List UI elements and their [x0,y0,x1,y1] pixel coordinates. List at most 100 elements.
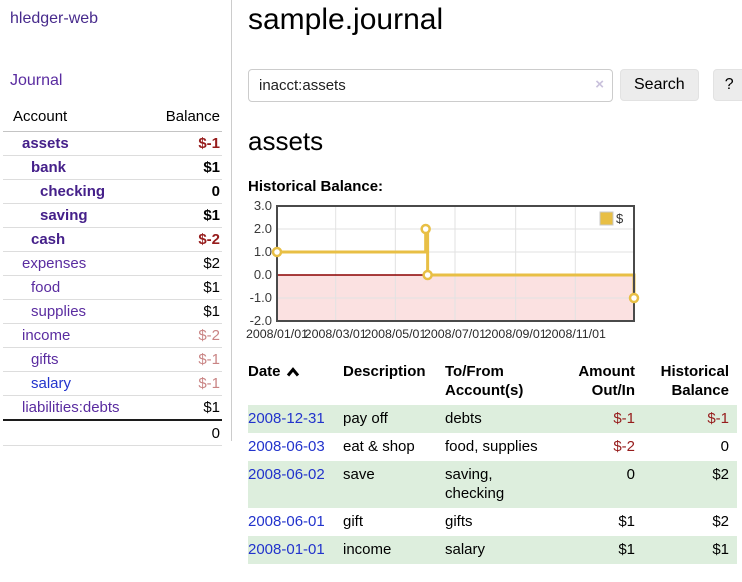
transaction-date-cell: 2008-06-02 [248,460,343,509]
accounts-total-value: 0 [3,419,222,446]
account-row: expenses $2 [3,251,222,276]
transaction-balance: $1 [643,536,737,564]
transaction-row: 2008-06-02 save saving, checking 0 $2 [248,460,737,509]
y-axis-tick-label: -1.0 [250,290,272,305]
account-row: food $1 [3,275,222,300]
register-header-cell: To/From Account(s) [445,362,524,400]
account-row: checking 0 [3,179,222,204]
transaction-description: save [343,460,445,509]
account-row: assets $-1 [3,131,222,156]
transaction-row: 2008-06-03 eat & shop food, supplies $-2 0 [248,433,737,461]
transaction-amount: 0 [567,460,643,509]
transaction-description: pay off [343,405,445,433]
accounts-header-account: Account [3,104,151,132]
account-balance: $-1 [150,371,222,396]
transaction-accounts: saving, checking [445,460,567,509]
transaction-date-link[interactable]: 2008-01-01 [248,541,325,559]
register-header-cell[interactable]: Date [248,358,343,406]
sidebar-item-journal[interactable]: Journal [10,72,63,89]
transaction-description: income [343,536,445,564]
transaction-description: gift [343,513,364,531]
chart-data-point [422,269,433,280]
transaction-balance: 0 [720,437,729,455]
transaction-date-link[interactable]: 2008-06-02 [248,465,325,483]
account-link[interactable]: assets [22,135,69,152]
account-link[interactable]: expenses [22,255,87,272]
transaction-date-link[interactable]: 2008-06-03 [248,437,325,455]
transaction-row: 2008-01-01 income salary $1 $1 [248,536,737,564]
clear-search-icon[interactable]: × [595,75,604,93]
account-balance: $-2 [150,227,222,252]
transaction-amount: $1 [567,536,643,564]
account-balance: $1 [150,155,222,180]
account-link[interactable]: supplies [31,303,87,320]
account-row: liabilities:debts $1 [3,396,222,421]
account-balance: $1 [150,203,222,228]
legend-swatch [599,211,614,225]
account-row: gifts $-1 [3,347,222,372]
account-balance: $-1 [150,131,222,156]
account-row: income $-2 [3,323,222,348]
account-link[interactable]: saving [40,207,88,224]
chart-title: Historical Balance: [248,177,384,195]
register-table: Date Description To/From Account(s) Amount … [248,358,737,564]
account-balance: $1 [203,399,220,416]
account-link[interactable]: liabilities:debts [22,399,120,416]
x-axis-tick-label: 2008/05/01 [364,327,426,341]
accounts-header-balance: Balance [150,104,222,132]
y-axis-tick-label: 0.0 [254,267,272,282]
transaction-amount: $-2 [613,437,635,455]
account-row: salary $-1 [3,371,222,396]
sidebar: hledger-web Journal Account Balance asse… [0,0,232,446]
account-balance: $1 [150,299,222,324]
register-header-cell: Amount Out/In [578,362,635,400]
account-link[interactable]: salary [31,375,72,392]
transaction-date-cell: 2008-06-01 [248,508,343,536]
brand-link[interactable]: hledger-web [10,10,99,27]
x-axis-tick-label: 2008/07/01 [424,327,486,341]
accounts-total-row: 0 [3,419,222,446]
account-link[interactable]: gifts [31,351,59,368]
search-input[interactable] [248,68,613,102]
transaction-accounts: salary [445,536,567,564]
accounts-header-row: Account Balance [3,104,222,132]
x-axis-tick-label: 2008/11/01 [545,327,606,341]
chart-data-point [420,223,431,234]
accounts-table: Account Balance assets $-1 bank $1 checking 0… [3,104,222,446]
x-axis-tick-label: 2008/01/01 [246,327,308,341]
account-balance: $2 [150,251,222,276]
accounts-table-body: assets $-1 bank $1 checking 0 saving $1 cash $-2 e… [3,131,222,421]
account-link[interactable]: food [31,279,61,296]
account-link[interactable]: cash [31,231,66,248]
account-row: supplies $1 [3,299,222,324]
transaction-date-cell: 2008-12-31 [248,405,343,433]
transaction-amount: $-1 [567,405,643,433]
transaction-accounts: food, supplies [445,437,538,455]
account-link[interactable]: bank [31,159,67,176]
account-link[interactable]: income [22,327,71,344]
transaction-date-link[interactable]: 2008-12-31 [248,410,325,428]
transaction-date-cell: 2008-01-01 [248,536,343,564]
transaction-row: 2008-06-01 gift gifts $1 $2 [248,508,737,536]
account-balance: $-1 [150,347,222,372]
transaction-balance: $2 [643,460,737,509]
search-form: × Search ? [248,68,742,102]
transaction-accounts: gifts [445,513,473,531]
account-balance: $-2 [150,323,222,348]
account-link[interactable]: checking [40,183,106,200]
legend-label: $ [616,211,624,226]
chart-data-point [271,246,283,257]
y-axis-tick-label: -2.0 [250,313,272,328]
register-header-row: Date Description To/From Account(s) Amount … [248,358,737,406]
x-axis-tick-label: 2008/09/01 [485,327,547,341]
transaction-amount: $1 [618,513,635,531]
transaction-balance: $2 [712,513,729,531]
register-header-cell: Description [343,362,426,380]
account-row: saving $1 [3,203,222,228]
transaction-date-cell: 2008-06-03 [248,433,343,461]
transaction-date-link[interactable]: 2008-06-01 [248,513,325,531]
search-help-button[interactable]: ? [712,69,742,101]
search-button[interactable]: Search [620,69,699,101]
y-axis-tick-label: 2.0 [254,221,272,236]
register-table-body: 2008-12-31 pay off debts $-1 $-1 2008-06-03 ea… [248,405,737,564]
